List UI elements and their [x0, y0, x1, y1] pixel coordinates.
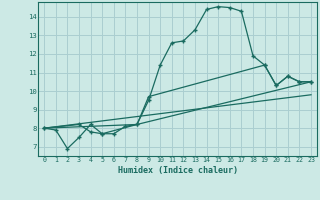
- X-axis label: Humidex (Indice chaleur): Humidex (Indice chaleur): [118, 166, 238, 175]
